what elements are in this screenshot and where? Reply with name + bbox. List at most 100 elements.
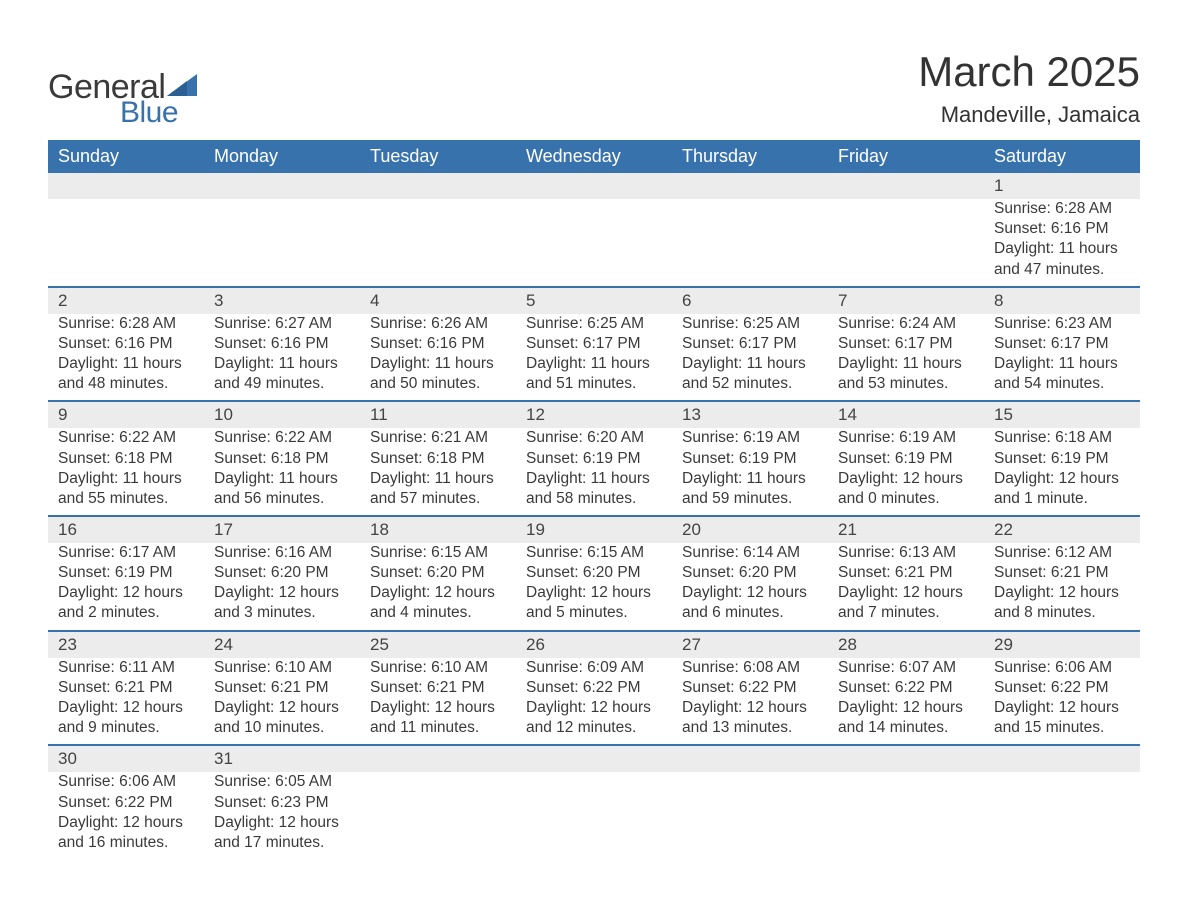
day-detail-cell: Sunrise: 6:07 AMSunset: 6:22 PMDaylight:… — [828, 658, 984, 746]
day-ss: Sunset: 6:20 PM — [682, 563, 818, 583]
day-number-cell: 28 — [828, 631, 984, 658]
day-ss: Sunset: 6:16 PM — [58, 334, 194, 354]
logo-text-blue: Blue — [120, 98, 197, 128]
day-d2: and 15 minutes. — [994, 718, 1130, 738]
day-ss: Sunset: 6:17 PM — [682, 334, 818, 354]
day-d2: and 3 minutes. — [214, 603, 350, 623]
day-d2: and 7 minutes. — [838, 603, 974, 623]
day-detail-cell — [672, 772, 828, 859]
daynum-row: 9101112131415 — [48, 401, 1140, 428]
day-ss: Sunset: 6:16 PM — [370, 334, 506, 354]
weekday-header-row: Sunday Monday Tuesday Wednesday Thursday… — [48, 140, 1140, 173]
weekday-header: Monday — [204, 140, 360, 173]
day-number: 28 — [838, 635, 857, 654]
day-sr: Sunrise: 6:06 AM — [58, 772, 194, 792]
calendar-body: 1 Sunrise: 6:28 AMSunset: 6:16 PMDayligh… — [48, 173, 1140, 859]
day-number-cell — [828, 745, 984, 772]
day-ss: Sunset: 6:17 PM — [994, 334, 1130, 354]
day-number-cell: 1 — [984, 173, 1140, 199]
day-number: 8 — [994, 291, 1003, 310]
day-ss: Sunset: 6:20 PM — [370, 563, 506, 583]
day-sr: Sunrise: 6:24 AM — [838, 314, 974, 334]
day-d2: and 58 minutes. — [526, 489, 662, 509]
day-d2: and 4 minutes. — [370, 603, 506, 623]
day-number: 22 — [994, 520, 1013, 539]
day-detail-cell — [516, 199, 672, 287]
day-number: 9 — [58, 405, 67, 424]
day-number: 21 — [838, 520, 857, 539]
detail-row: Sunrise: 6:28 AMSunset: 6:16 PMDaylight:… — [48, 314, 1140, 402]
day-number-cell — [48, 173, 204, 199]
detail-row: Sunrise: 6:28 AMSunset: 6:16 PMDaylight:… — [48, 199, 1140, 287]
day-number: 25 — [370, 635, 389, 654]
day-ss: Sunset: 6:23 PM — [214, 793, 350, 813]
day-detail-cell: Sunrise: 6:08 AMSunset: 6:22 PMDaylight:… — [672, 658, 828, 746]
day-ss: Sunset: 6:16 PM — [994, 219, 1130, 239]
day-d1: Daylight: 12 hours — [526, 583, 662, 603]
daynum-row: 16171819202122 — [48, 516, 1140, 543]
day-sr: Sunrise: 6:14 AM — [682, 543, 818, 563]
day-sr: Sunrise: 6:12 AM — [994, 543, 1130, 563]
day-detail-cell: Sunrise: 6:26 AMSunset: 6:16 PMDaylight:… — [360, 314, 516, 402]
day-d2: and 6 minutes. — [682, 603, 818, 623]
day-number-cell: 6 — [672, 287, 828, 314]
day-d2: and 14 minutes. — [838, 718, 974, 738]
day-ss: Sunset: 6:17 PM — [526, 334, 662, 354]
day-number-cell: 26 — [516, 631, 672, 658]
day-number-cell: 31 — [204, 745, 360, 772]
day-d1: Daylight: 12 hours — [526, 698, 662, 718]
day-sr: Sunrise: 6:19 AM — [682, 428, 818, 448]
day-d2: and 12 minutes. — [526, 718, 662, 738]
day-ss: Sunset: 6:21 PM — [370, 678, 506, 698]
day-number-cell: 2 — [48, 287, 204, 314]
location: Mandeville, Jamaica — [918, 102, 1140, 128]
day-sr: Sunrise: 6:06 AM — [994, 658, 1130, 678]
daynum-row: 23242526272829 — [48, 631, 1140, 658]
day-number-cell: 7 — [828, 287, 984, 314]
day-ss: Sunset: 6:19 PM — [526, 449, 662, 469]
day-ss: Sunset: 6:18 PM — [214, 449, 350, 469]
day-sr: Sunrise: 6:28 AM — [994, 199, 1130, 219]
day-detail-cell: Sunrise: 6:22 AMSunset: 6:18 PMDaylight:… — [204, 428, 360, 516]
day-number-cell — [360, 173, 516, 199]
day-detail-cell — [48, 199, 204, 287]
day-ss: Sunset: 6:19 PM — [838, 449, 974, 469]
day-number: 27 — [682, 635, 701, 654]
day-ss: Sunset: 6:22 PM — [994, 678, 1130, 698]
day-d1: Daylight: 11 hours — [682, 354, 818, 374]
day-sr: Sunrise: 6:10 AM — [214, 658, 350, 678]
day-sr: Sunrise: 6:15 AM — [370, 543, 506, 563]
day-d1: Daylight: 12 hours — [994, 583, 1130, 603]
day-d1: Daylight: 12 hours — [58, 813, 194, 833]
day-sr: Sunrise: 6:17 AM — [58, 543, 194, 563]
day-d2: and 59 minutes. — [682, 489, 818, 509]
day-number: 11 — [370, 405, 388, 424]
weekday-header: Sunday — [48, 140, 204, 173]
day-detail-cell: Sunrise: 6:10 AMSunset: 6:21 PMDaylight:… — [360, 658, 516, 746]
calendar-table: Sunday Monday Tuesday Wednesday Thursday… — [48, 140, 1140, 859]
day-ss: Sunset: 6:19 PM — [994, 449, 1130, 469]
day-number-cell: 8 — [984, 287, 1140, 314]
day-number-cell: 20 — [672, 516, 828, 543]
day-sr: Sunrise: 6:19 AM — [838, 428, 974, 448]
day-d1: Daylight: 12 hours — [994, 469, 1130, 489]
day-number-cell — [828, 173, 984, 199]
day-number-cell: 29 — [984, 631, 1140, 658]
day-sr: Sunrise: 6:11 AM — [58, 658, 194, 678]
day-detail-cell: Sunrise: 6:12 AMSunset: 6:21 PMDaylight:… — [984, 543, 1140, 631]
day-number-cell: 15 — [984, 401, 1140, 428]
day-number-cell — [516, 173, 672, 199]
day-detail-cell — [360, 772, 516, 859]
daynum-row: 1 — [48, 173, 1140, 199]
day-detail-cell: Sunrise: 6:15 AMSunset: 6:20 PMDaylight:… — [516, 543, 672, 631]
day-d2: and 47 minutes. — [994, 260, 1130, 280]
day-detail-cell: Sunrise: 6:25 AMSunset: 6:17 PMDaylight:… — [516, 314, 672, 402]
day-number: 29 — [994, 635, 1013, 654]
day-ss: Sunset: 6:21 PM — [838, 563, 974, 583]
day-d2: and 49 minutes. — [214, 374, 350, 394]
day-d1: Daylight: 11 hours — [994, 354, 1130, 374]
day-detail-cell: Sunrise: 6:27 AMSunset: 6:16 PMDaylight:… — [204, 314, 360, 402]
day-number: 12 — [526, 405, 545, 424]
day-detail-cell — [984, 772, 1140, 859]
day-detail-cell: Sunrise: 6:05 AMSunset: 6:23 PMDaylight:… — [204, 772, 360, 859]
